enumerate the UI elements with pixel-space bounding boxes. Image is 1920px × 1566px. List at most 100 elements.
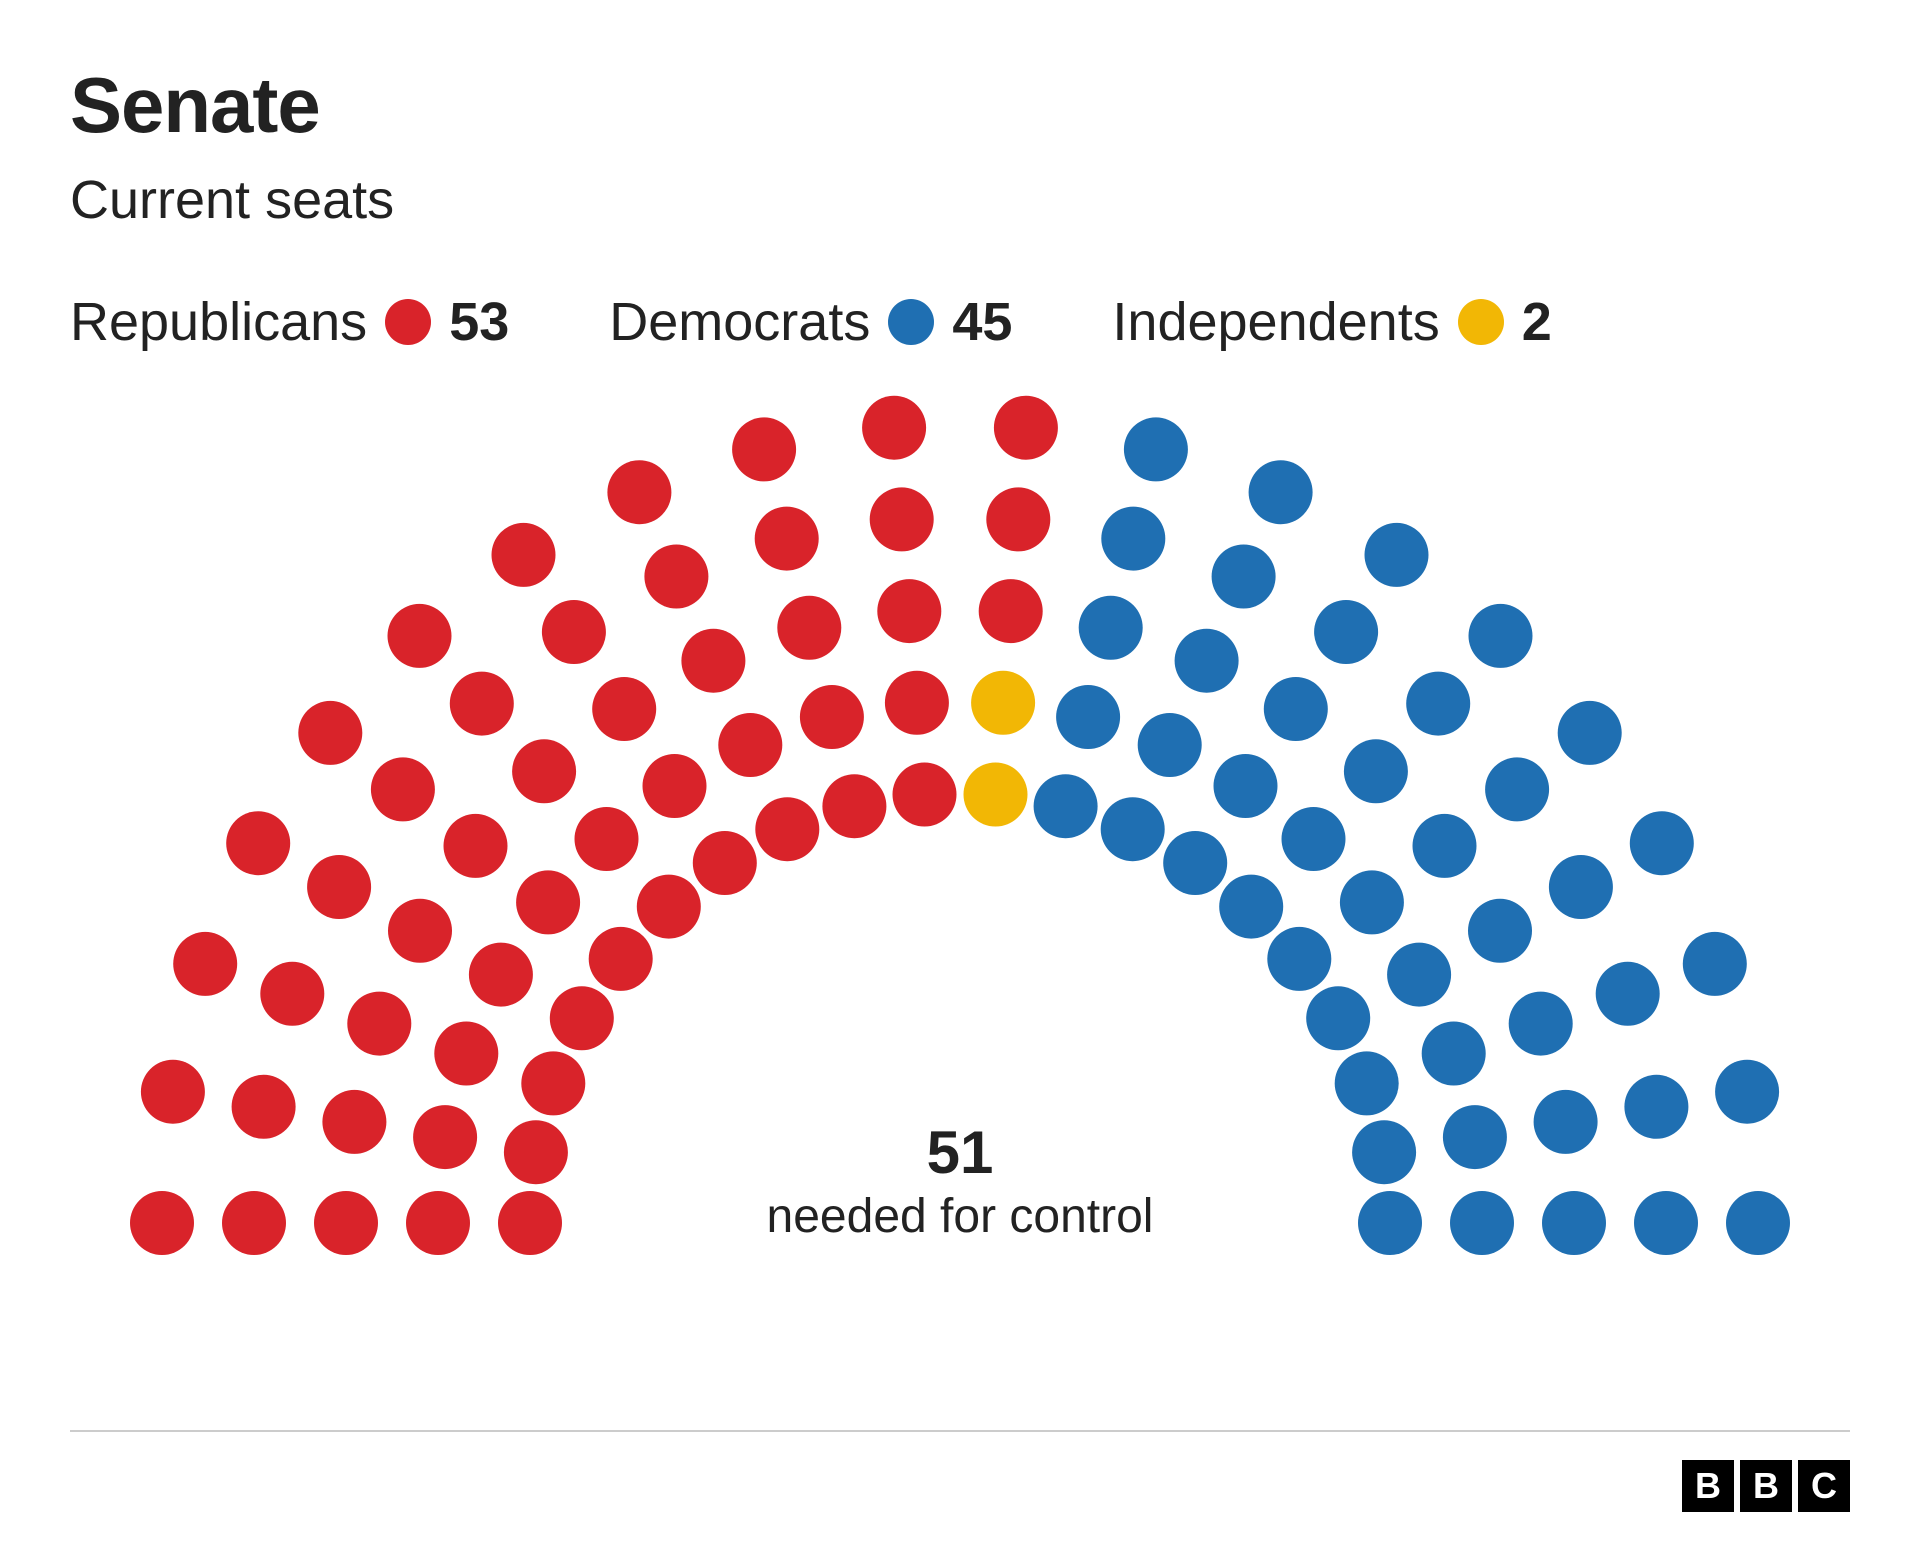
seat-dot xyxy=(492,523,556,587)
seat-dot xyxy=(413,1105,477,1169)
seat-dot xyxy=(314,1191,378,1255)
bbc-logo-letter: B xyxy=(1682,1460,1734,1512)
legend-swatch-icon xyxy=(888,299,934,345)
seat-dot xyxy=(1101,507,1165,571)
seat-dot xyxy=(298,701,362,765)
seat-dot xyxy=(307,855,371,919)
divider-line xyxy=(70,1430,1850,1432)
seat-dot xyxy=(550,986,614,1050)
seat-dot xyxy=(1034,774,1098,838)
seat-dot xyxy=(504,1120,568,1184)
seat-dot xyxy=(643,754,707,818)
legend-swatch-icon xyxy=(385,299,431,345)
legend-item-democrats: Democrats 45 xyxy=(609,291,1012,353)
control-text: needed for control xyxy=(767,1189,1154,1244)
seat-dot xyxy=(406,1191,470,1255)
seat-dot xyxy=(637,875,701,939)
seat-dot xyxy=(1549,855,1613,919)
seat-dot xyxy=(1335,1051,1399,1115)
hemicycle-chart: 51 needed for control xyxy=(70,363,1850,1268)
seat-dot xyxy=(1387,943,1451,1007)
seat-dot xyxy=(1596,962,1660,1026)
seat-dot xyxy=(1101,797,1165,861)
chart-subtitle: Current seats xyxy=(70,169,1850,231)
seat-dot xyxy=(1249,460,1313,524)
seat-dot xyxy=(1683,932,1747,996)
seat-dot xyxy=(755,507,819,571)
seat-dot xyxy=(444,814,508,878)
seat-dot xyxy=(1413,814,1477,878)
seat-dot xyxy=(1079,596,1143,660)
control-number: 51 xyxy=(767,1123,1154,1183)
seat-dot xyxy=(1630,811,1694,875)
legend-count: 53 xyxy=(449,291,509,353)
seat-dot xyxy=(1264,677,1328,741)
legend-count: 2 xyxy=(1522,291,1552,353)
seat-dot xyxy=(800,685,864,749)
seat-dot xyxy=(1306,986,1370,1050)
seat-dot xyxy=(1214,754,1278,818)
seat-dot xyxy=(1358,1191,1422,1255)
seat-dot xyxy=(226,811,290,875)
seat-dot xyxy=(979,579,1043,643)
seat-dot xyxy=(1715,1060,1779,1124)
seat-dot xyxy=(1314,600,1378,664)
seat-dot xyxy=(469,943,533,1007)
seat-dot xyxy=(1534,1090,1598,1154)
seat-dot xyxy=(1624,1075,1688,1139)
seat-dot xyxy=(870,487,934,551)
seat-dot xyxy=(434,1022,498,1086)
chart-title: Senate xyxy=(70,60,1850,151)
seat-dot xyxy=(1344,739,1408,803)
seat-dot xyxy=(173,932,237,996)
seat-dot xyxy=(1469,604,1533,668)
seat-dot xyxy=(347,992,411,1056)
seat-dot xyxy=(893,763,957,827)
seat-dot xyxy=(521,1051,585,1115)
legend-label: Democrats xyxy=(609,291,870,353)
seat-dot xyxy=(388,604,452,668)
seat-dot xyxy=(322,1090,386,1154)
seat-dot xyxy=(718,713,782,777)
seat-dot xyxy=(681,629,745,693)
seat-dot xyxy=(1509,992,1573,1056)
seat-dot xyxy=(589,927,653,991)
seat-dot xyxy=(130,1191,194,1255)
seat-dot xyxy=(222,1191,286,1255)
seat-dot xyxy=(1056,685,1120,749)
control-needed-label: 51 needed for control xyxy=(767,1123,1154,1244)
source-logo: B B C xyxy=(1682,1460,1850,1512)
legend-item-independents: Independents 2 xyxy=(1112,291,1551,353)
seat-dot xyxy=(1485,757,1549,821)
seat-dot xyxy=(1282,807,1346,871)
seat-dot xyxy=(1352,1120,1416,1184)
seat-dot xyxy=(1450,1191,1514,1255)
seat-dot xyxy=(693,831,757,895)
legend-item-republicans: Republicans 53 xyxy=(70,291,509,353)
seat-dot xyxy=(141,1060,205,1124)
legend-swatch-icon xyxy=(1458,299,1504,345)
seat-dot xyxy=(232,1075,296,1139)
legend-count: 45 xyxy=(952,291,1012,353)
seat-dot xyxy=(822,774,886,838)
seat-dot xyxy=(1175,629,1239,693)
seat-dot xyxy=(371,757,435,821)
seat-dot xyxy=(1406,672,1470,736)
seat-dot xyxy=(512,739,576,803)
seat-dot xyxy=(1726,1191,1790,1255)
seat-dot xyxy=(592,677,656,741)
seat-dot xyxy=(1365,523,1429,587)
seat-dot xyxy=(964,763,1028,827)
seat-dot xyxy=(607,460,671,524)
seat-dot xyxy=(1267,927,1331,991)
seat-dot xyxy=(1124,417,1188,481)
seat-dot xyxy=(885,671,949,735)
seat-dot xyxy=(450,672,514,736)
seat-dot xyxy=(1340,870,1404,934)
seat-dot xyxy=(732,417,796,481)
seat-dot xyxy=(542,600,606,664)
seat-dot xyxy=(971,671,1035,735)
seat-dot xyxy=(1138,713,1202,777)
seat-dot xyxy=(1542,1191,1606,1255)
seat-dot xyxy=(1219,875,1283,939)
